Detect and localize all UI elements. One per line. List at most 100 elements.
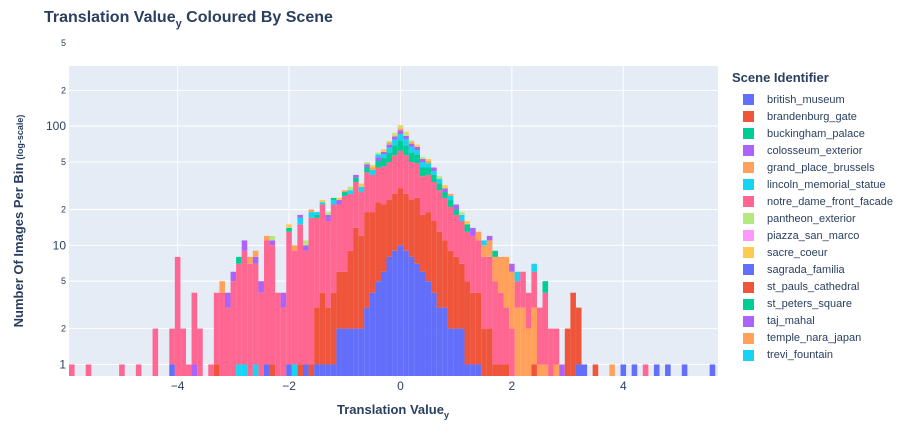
- bar-segment-sacre-coeur[interactable]: [403, 131, 409, 134]
- bar-segment-brandenburg-gate[interactable]: [408, 200, 415, 257]
- bar-segment-buckingham-palace[interactable]: [392, 145, 398, 156]
- bar-segment-grand-place-brussels[interactable]: [247, 256, 253, 264]
- bar-segment-sacre-coeur[interactable]: [336, 197, 342, 201]
- bar-segment-lincoln-memorial-statue[interactable]: [514, 271, 521, 282]
- bar-segment-brandenburg-gate[interactable]: [486, 328, 493, 376]
- bar-segment-grand-place-brussels[interactable]: [263, 235, 270, 241]
- bar-segment-british-museum[interactable]: [453, 328, 459, 376]
- bar-segment-brandenburg-gate[interactable]: [369, 212, 376, 293]
- bar-segment-buckingham-palace[interactable]: [236, 256, 242, 264]
- bar-segment-british-museum[interactable]: [369, 292, 376, 376]
- bar-segment-notre-dame-front-facade[interactable]: [69, 364, 75, 376]
- bar-segment-notre-dame-front-facade[interactable]: [436, 190, 443, 232]
- bar-segment-grand-place-brussels[interactable]: [341, 190, 348, 193]
- bar-segment-british-museum[interactable]: [169, 364, 175, 376]
- bar-segment-buckingham-palace[interactable]: [425, 167, 432, 175]
- bar-segment-brandenburg-gate[interactable]: [330, 292, 337, 365]
- bar-segment-notre-dame-front-facade[interactable]: [642, 364, 649, 376]
- bar-segment-buckingham-palace[interactable]: [431, 174, 437, 182]
- bar-segment-british-museum[interactable]: [419, 271, 426, 376]
- bar-segment-notre-dame-front-facade[interactable]: [447, 206, 454, 251]
- bar-segment-notre-dame-front-facade[interactable]: [330, 204, 337, 293]
- bar-segment-notre-dame-front-facade[interactable]: [425, 174, 432, 213]
- bar-segment-grand-place-brussels[interactable]: [536, 364, 543, 376]
- bar-segment-sacre-coeur[interactable]: [358, 183, 365, 187]
- bar-segment-brandenburg-gate[interactable]: [458, 263, 465, 329]
- bar-segment-brandenburg-gate[interactable]: [453, 256, 459, 329]
- bar-segment-lincoln-memorial-statue[interactable]: [531, 263, 537, 272]
- bar-segment-brandenburg-gate[interactable]: [364, 212, 370, 308]
- bar-segment-notre-dame-front-facade[interactable]: [509, 328, 515, 376]
- bar-segment-british-museum[interactable]: [325, 364, 331, 376]
- legend-item-notre-dame-front-facade[interactable]: notre_dame_front_facade: [732, 193, 920, 210]
- bar-segment-british-museum[interactable]: [364, 307, 370, 376]
- bar-segment-british-museum[interactable]: [375, 281, 381, 376]
- bar-segment-brandenburg-gate[interactable]: [336, 271, 342, 329]
- bar-segment-lincoln-memorial-statue[interactable]: [386, 147, 393, 153]
- bar-segment-buckingham-palace[interactable]: [353, 177, 359, 182]
- bar-segment-notre-dame-front-facade[interactable]: [319, 204, 326, 293]
- bar-segment-notre-dame-front-facade[interactable]: [497, 292, 504, 365]
- bar-segment-grand-place-brussels[interactable]: [497, 256, 504, 293]
- bar-segment-british-museum[interactable]: [392, 250, 398, 376]
- bar-segment-grand-place-brussels[interactable]: [509, 271, 515, 329]
- bar-segment-notre-dame-front-facade[interactable]: [431, 181, 437, 221]
- bar-segment-brandenburg-gate[interactable]: [353, 227, 359, 329]
- bar-segment-british-museum[interactable]: [263, 364, 270, 376]
- bar-segment-lincoln-memorial-statue[interactable]: [291, 364, 298, 376]
- bar-segment-sacre-coeur[interactable]: [380, 149, 387, 152]
- bar-segment-colosseum-exterior[interactable]: [403, 135, 409, 140]
- bar-segment-buckingham-palace[interactable]: [542, 281, 549, 293]
- bar-segment-brandenburg-gate[interactable]: [470, 292, 476, 365]
- bar-segment-notre-dame-front-facade[interactable]: [475, 240, 482, 293]
- bar-segment-pantheon-exterior[interactable]: [269, 235, 276, 241]
- bar-segment-grand-place-brussels[interactable]: [514, 307, 521, 376]
- bar-segment-brandenburg-gate[interactable]: [319, 292, 326, 365]
- bar-segment-notre-dame-front-facade[interactable]: [302, 250, 309, 365]
- legend-item-sacre-coeur[interactable]: sacre_coeur: [732, 244, 920, 261]
- bar-segment-colosseum-exterior[interactable]: [414, 146, 420, 151]
- bar-segment-lincoln-memorial-statue[interactable]: [241, 364, 248, 376]
- bar-segment-notre-dame-front-facade[interactable]: [486, 256, 493, 329]
- bar-segment-notre-dame-front-facade[interactable]: [492, 281, 498, 365]
- bar-segment-brandenburg-gate[interactable]: [386, 200, 393, 257]
- bar-segment-pantheon-exterior[interactable]: [375, 152, 381, 155]
- legend-item-st-peters-square[interactable]: st_peters_square: [732, 296, 920, 313]
- bar-segment-buckingham-palace[interactable]: [380, 158, 387, 167]
- bar-segment-british-museum[interactable]: [575, 364, 582, 376]
- bar-segment-buckingham-palace[interactable]: [447, 200, 454, 207]
- bar-segment-grand-place-brussels[interactable]: [397, 128, 404, 131]
- bar-segment-notre-dame-front-facade[interactable]: [453, 214, 459, 257]
- bar-segment-notre-dame-front-facade[interactable]: [364, 172, 370, 213]
- bar-segment-grand-place-brussels[interactable]: [447, 193, 454, 196]
- bar-segment-british-museum[interactable]: [425, 281, 432, 376]
- bar-segment-sacre-coeur[interactable]: [369, 165, 376, 168]
- bar-segment-notre-dame-front-facade[interactable]: [358, 192, 365, 236]
- bar-segment-pantheon-exterior[interactable]: [397, 126, 404, 129]
- bar-segment-sacre-coeur[interactable]: [425, 159, 432, 162]
- bar-segment-brandenburg-gate[interactable]: [341, 271, 348, 329]
- bar-segment-brandenburg-gate[interactable]: [325, 307, 331, 365]
- bar-segment-grand-place-brussels[interactable]: [308, 209, 315, 213]
- bar-segment-lincoln-memorial-statue[interactable]: [236, 364, 242, 376]
- bar-segment-buckingham-palace[interactable]: [314, 214, 320, 218]
- bar-segment-notre-dame-front-facade[interactable]: [174, 256, 181, 376]
- bar-segment-buckingham-palace[interactable]: [414, 154, 420, 164]
- bar-segment-notre-dame-front-facade[interactable]: [191, 292, 198, 365]
- bar-segment-brandenburg-gate[interactable]: [347, 250, 354, 329]
- bar-segment-pantheon-exterior[interactable]: [347, 186, 354, 191]
- bar-segment-colosseum-exterior[interactable]: [336, 200, 342, 205]
- bar-segment-british-museum[interactable]: [709, 364, 716, 376]
- bar-segment-notre-dame-front-facade[interactable]: [85, 364, 92, 376]
- bar-segment-sacre-coeur[interactable]: [286, 224, 292, 228]
- bar-segment-sacre-coeur[interactable]: [392, 134, 398, 137]
- bar-segment-notre-dame-front-facade[interactable]: [341, 195, 348, 272]
- bar-segment-grand-place-brussels[interactable]: [520, 307, 526, 376]
- bar-segment-british-museum[interactable]: [631, 364, 638, 376]
- bar-segment-notre-dame-front-facade[interactable]: [531, 271, 537, 308]
- bar-segment-brandenburg-gate[interactable]: [475, 292, 482, 365]
- bar-segment-brandenburg-gate[interactable]: [442, 240, 448, 308]
- bar-segment-notre-dame-front-facade[interactable]: [548, 328, 554, 376]
- bar-segment-notre-dame-front-facade[interactable]: [169, 328, 175, 365]
- bar-segment-lincoln-memorial-statue[interactable]: [403, 139, 409, 146]
